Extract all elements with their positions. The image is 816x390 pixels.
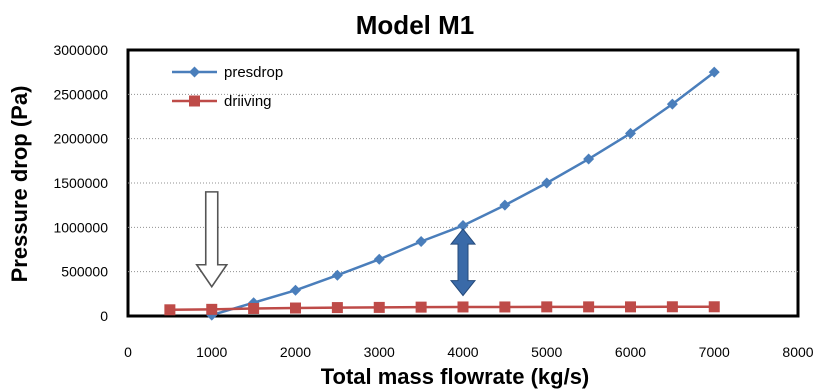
x-tick-label: 5000 — [531, 344, 562, 360]
data-point-driiving — [331, 302, 343, 314]
legend-label-presdrop: presdrop — [224, 64, 283, 81]
data-point-presdrop — [373, 253, 385, 265]
data-point-presdrop — [541, 177, 553, 189]
annotations — [195, 191, 477, 297]
x-tick-label: 0 — [124, 344, 132, 360]
legend: presdrop driiving — [172, 64, 283, 110]
legend-marker-driiving — [189, 95, 200, 107]
data-point-driiving — [415, 301, 427, 313]
data-point-driiving — [457, 301, 469, 313]
y-tick-label: 3000000 — [53, 42, 108, 58]
x-tick-label: 6000 — [615, 344, 646, 360]
data-point-presdrop — [457, 220, 469, 232]
x-tick-label: 1000 — [196, 344, 227, 360]
data-point-driiving — [541, 301, 553, 313]
data-point-driiving — [666, 301, 678, 313]
hollow-down-arrow — [195, 191, 229, 289]
data-point-presdrop — [583, 153, 595, 165]
data-point-driiving — [625, 301, 636, 313]
y-tick-label: 500000 — [61, 264, 108, 280]
x-tick-label: 7000 — [699, 344, 730, 360]
data-point-driiving — [290, 302, 301, 314]
x-axis-ticks: 0 1000 2000 3000 4000 5000 6000 7000 8000 — [124, 344, 814, 360]
y-axis-title: Pressure drop (Pa) — [7, 86, 32, 283]
chart-title: Model M1 — [356, 10, 474, 40]
data-point-presdrop — [666, 98, 678, 110]
data-point-presdrop — [708, 66, 720, 78]
x-tick-label: 4000 — [447, 344, 478, 360]
y-tick-label: 1500000 — [53, 175, 108, 191]
legend-label-driiving: driiving — [224, 93, 272, 110]
x-tick-label: 2000 — [280, 344, 311, 360]
data-point-presdrop — [290, 284, 301, 296]
data-point-presdrop — [415, 236, 427, 248]
data-point-presdrop — [499, 199, 511, 211]
x-tick-label: 8000 — [782, 344, 813, 360]
y-axis-ticks: 0 500000 1000000 1500000 2000000 2500000 30000… — [53, 42, 108, 324]
series-layer — [164, 66, 720, 321]
y-tick-label: 2000000 — [53, 131, 108, 147]
y-tick-label: 1000000 — [53, 219, 108, 235]
data-point-driiving — [206, 303, 218, 315]
data-point-driiving — [708, 301, 720, 313]
legend-marker-presdrop — [189, 66, 200, 78]
series-line-driiving — [169, 305, 715, 312]
data-point-driiving — [583, 301, 595, 313]
data-point-driiving — [248, 302, 260, 314]
data-point-presdrop — [625, 127, 636, 139]
data-point-driiving — [499, 301, 511, 313]
data-point-driiving — [164, 304, 176, 316]
double-headed-arrow — [449, 228, 477, 297]
y-tick-label: 0 — [100, 308, 108, 324]
x-axis-title: Total mass flowrate (kg/s) — [321, 364, 590, 389]
data-point-presdrop — [331, 269, 343, 281]
grid-lines — [128, 93, 798, 273]
x-tick-label: 3000 — [364, 344, 395, 360]
data-point-driiving — [373, 301, 385, 313]
y-tick-label: 2500000 — [53, 86, 108, 102]
